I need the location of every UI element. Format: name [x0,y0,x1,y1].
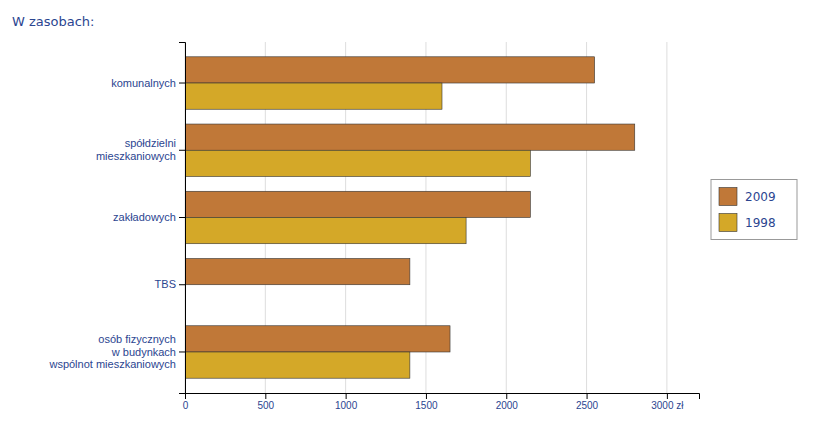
y-tick-label-line: zakładowych [113,211,176,223]
x-tick-mark [426,393,427,399]
x-axis: 0 500 1000 1500 2000 2500 3000 zł [183,393,700,411]
bar [185,259,410,285]
y-axis: komunalnych spółdzielnimieszkaniowych zakł… [48,43,185,394]
x-tick: 3000 zł [651,393,684,411]
y-tick: zakładowych [113,211,185,223]
y-tick-label-line: osób fizycznych [98,333,176,345]
y-tick-mark [179,351,185,352]
bars [185,57,635,378]
x-tick-mark [667,393,668,399]
y-tick-label-line: w budynkach [111,346,176,358]
y-tick-label-line: komunalnych [111,77,176,89]
x-tick-label: 1500 [415,400,438,411]
plot: 0 500 1000 1500 2000 2500 3000 zł komunalnych sp… [48,42,699,411]
y-tick-mark [179,284,185,285]
x-tick-mark [265,393,266,399]
y-tick-mark [179,150,185,151]
y-tick-label-line: wspólnot mieszkaniowych [48,358,176,370]
y-tick-label-line: spółdzielni [125,137,176,149]
x-tick-mark [506,393,507,399]
x-tick-label: 2500 [576,400,599,411]
x-tick-label: 2000 [496,400,519,411]
x-tick: 2500 [576,393,599,411]
bar [185,57,595,83]
x-tick-label: 500 [257,400,274,411]
grid-line [666,42,667,393]
bar [185,83,442,109]
x-tick-mark [587,393,588,399]
grid-line [586,42,587,393]
bar [185,191,530,217]
bar [185,150,530,176]
legend-label: 1998 [745,216,776,230]
grid [185,42,667,393]
y-tick: osób fizycznychw budynkachwspólnot miesz… [48,333,185,370]
y-tick-label: TBS [155,278,176,290]
legend: 2009 1998 [711,180,797,240]
title: W zasobach: [12,14,95,29]
x-tick: 1500 [415,393,438,411]
x-tick-label: 1000 [335,400,358,411]
y-tick: spółdzielnimieszkaniowych [96,137,185,162]
x-tick: 0 [183,393,189,411]
legend-frame [711,180,797,240]
y-tick-label-line: TBS [155,278,176,290]
y-tick-label: osób fizycznychw budynkachwspólnot miesz… [48,333,176,370]
x-tick: 500 [257,393,274,411]
x-tick: 1000 [335,393,358,411]
x-tick: 2000 [496,393,519,411]
x-tick-mark [346,393,347,399]
x-tick-label: 3000 zł [651,400,684,411]
legend-swatch [719,188,737,206]
y-axis-line [179,43,186,394]
y-tick-mark [179,83,185,84]
y-tick: TBS [155,278,185,290]
y-tick-label: spółdzielnimieszkaniowych [96,137,176,162]
x-tick-label: 0 [183,400,189,411]
y-tick: komunalnych [111,77,185,89]
bar [185,218,466,244]
legend-label: 2009 [745,190,776,204]
legend-item: 1998 [719,214,776,232]
chart: 0 500 1000 1500 2000 2500 3000 zł komunalnych sp… [0,0,819,425]
y-tick-mark [179,217,185,218]
legend-swatch [719,214,737,232]
y-tick-label: zakładowych [113,211,176,223]
y-tick-label-line: mieszkaniowych [96,150,176,162]
legend-item: 2009 [719,188,776,206]
y-tick-label: komunalnych [111,77,176,89]
bar [185,326,450,352]
bar [185,124,635,150]
x-axis-line [186,394,700,400]
bar [185,352,410,378]
